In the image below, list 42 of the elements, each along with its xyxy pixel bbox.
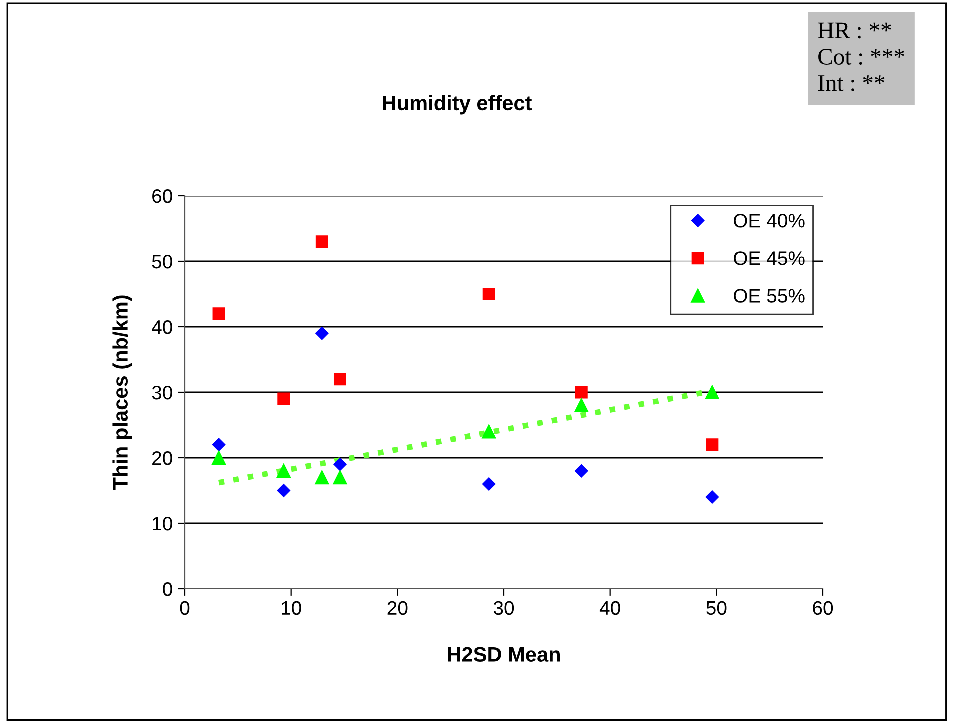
x-tick-label: 10	[282, 601, 302, 616]
y-tick-label: 10	[153, 516, 172, 531]
point	[333, 470, 348, 485]
point	[482, 288, 496, 300]
y-axis-title: Thin places (nb/km)	[112, 296, 132, 490]
point	[316, 236, 328, 248]
x-tick-label: 0	[180, 601, 190, 616]
y-tick-label: 30	[152, 386, 172, 400]
point	[278, 392, 290, 406]
point	[334, 458, 347, 472]
point	[212, 308, 226, 320]
point	[705, 386, 720, 400]
point	[706, 438, 719, 452]
x-tick-label: 40	[600, 601, 620, 616]
point	[706, 490, 719, 504]
x-tick-label: 50	[706, 601, 727, 616]
x-tick-label: 30	[494, 601, 514, 616]
x-tick-label: 60	[813, 601, 834, 616]
chart-title: Humidity effect	[383, 95, 532, 115]
point	[482, 478, 496, 491]
legend-label: OE 40%	[734, 214, 805, 228]
text: HR : ** Cot : *** Int : **	[818, 22, 904, 92]
point	[212, 438, 226, 452]
legend-label: OE 45%	[734, 252, 805, 266]
y-tick-label: 50	[152, 254, 172, 269]
point	[575, 386, 588, 399]
point	[277, 484, 290, 498]
x-tick-label: 20	[388, 601, 408, 616]
point	[334, 373, 346, 386]
y-tick-label: 60	[152, 189, 172, 204]
y-tick-label: 20	[152, 451, 172, 466]
point	[482, 424, 496, 439]
point	[575, 464, 588, 478]
y-tick-label: 0	[163, 582, 172, 596]
y-tick-label: 40	[152, 320, 172, 334]
point	[315, 470, 330, 485]
point	[574, 398, 589, 413]
x-axis-title: H2SD Mean	[448, 647, 560, 662]
legend-label: OE 55%	[734, 289, 805, 303]
point	[316, 326, 329, 340]
point	[276, 464, 291, 478]
point	[212, 451, 226, 465]
